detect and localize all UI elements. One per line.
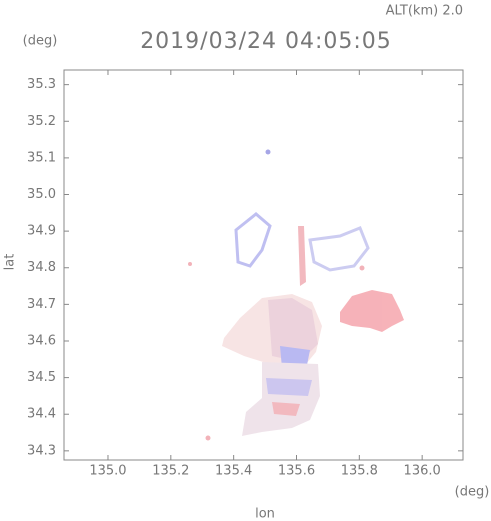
y-tick-label: 34.4 [27, 407, 56, 422]
y-tick-label: 34.9 [27, 224, 56, 239]
y-tick-label: 34.7 [27, 297, 56, 312]
y-tick-label: 34.5 [27, 370, 56, 385]
x-tick-label: 135.8 [341, 464, 378, 479]
y-tick-label: 35.2 [27, 114, 56, 129]
x-axis-label: lon [255, 507, 275, 521]
y-tick-label: 34.3 [27, 443, 56, 458]
x-tick-label: 135.0 [89, 464, 126, 479]
echo-center-core [268, 298, 318, 362]
echo-east [340, 290, 404, 332]
y-tick-label: 34.8 [27, 260, 56, 275]
echo-speck [359, 265, 365, 271]
chart-title: 2019/03/24 04:05:05 [140, 29, 392, 54]
echo-speck [188, 262, 192, 266]
echo-south [242, 362, 320, 436]
echo-north-west [234, 212, 272, 268]
radar-echoes [188, 149, 404, 441]
y-unit: (deg) [23, 34, 58, 49]
y-tick-label: 35.3 [27, 77, 56, 92]
plot-frame [63, 69, 464, 461]
x-tick-label: 135.2 [152, 464, 189, 479]
y-tick-label: 34.6 [27, 333, 56, 348]
echo-north-east [308, 226, 370, 272]
echo-south-red [272, 402, 300, 416]
y-axis-label: lat [3, 254, 18, 271]
x-tick-label: 135.6 [278, 464, 315, 479]
x-unit: (deg) [455, 485, 490, 500]
altitude-label: ALT(km) 2.0 [386, 4, 463, 19]
y-tick-label: 35.0 [27, 187, 56, 202]
y-tick-label: 35.1 [27, 150, 56, 165]
x-tick-label: 135.4 [215, 464, 252, 479]
echo-north-line [298, 226, 306, 286]
echo-speck [205, 435, 211, 441]
echo-south-blue [266, 378, 312, 396]
echo-speck [265, 149, 271, 155]
x-tick-label: 136.0 [404, 464, 441, 479]
